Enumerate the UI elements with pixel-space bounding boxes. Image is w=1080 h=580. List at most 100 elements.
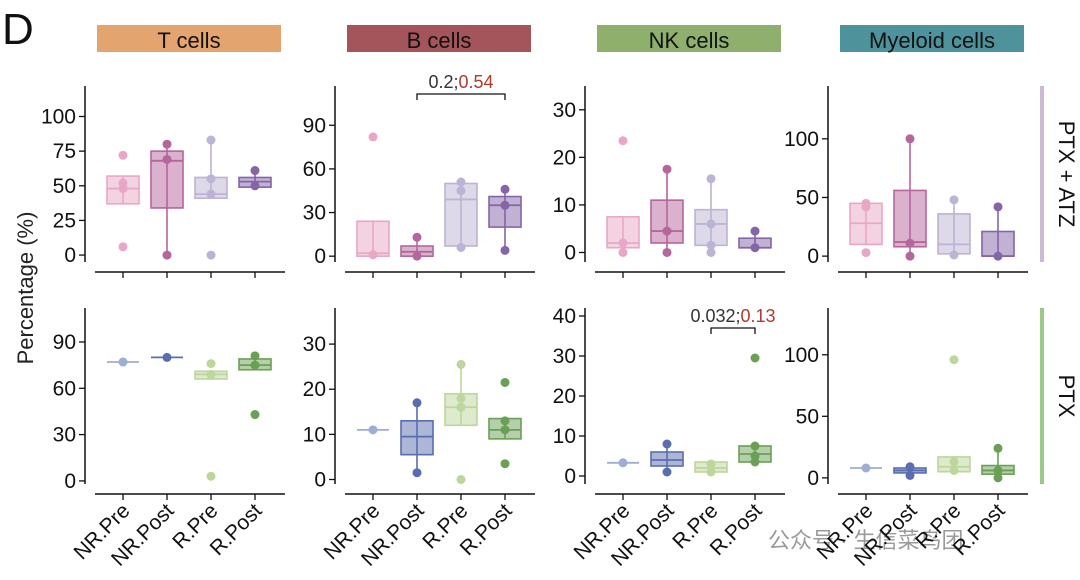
box-nr-post: [893, 462, 927, 480]
data-point: [905, 251, 915, 261]
data-point: [500, 459, 510, 469]
data-point: [662, 439, 672, 449]
column-strip-b-cells: [347, 25, 531, 52]
data-point: [456, 402, 466, 412]
box-r-post: [238, 166, 272, 191]
y-tick-label: 100: [41, 105, 76, 128]
data-point: [118, 184, 128, 194]
data-point: [949, 250, 959, 260]
data-point: [993, 465, 1003, 475]
data-point: [412, 398, 422, 408]
facet-ptx-nk-cells: 010203040NR.PreNR.PostR.PreR.Post0.032;0…: [553, 305, 785, 571]
data-point: [206, 174, 216, 184]
data-point: [206, 135, 216, 145]
box-nr-post: [650, 164, 684, 257]
box-iqr: [400, 420, 434, 456]
data-point: [118, 357, 128, 367]
data-point: [706, 174, 716, 184]
y-tick-label: 60: [303, 158, 326, 181]
facet-ptx-atz-nk-cells: 0 10 20 30: [553, 86, 785, 278]
y-tick-label: 0: [314, 245, 326, 268]
data-point: [456, 474, 466, 484]
data-point: [206, 359, 216, 369]
data-point: [456, 359, 466, 369]
column-strip-nk-cells: [597, 25, 781, 52]
data-point: [861, 202, 871, 212]
data-point: [500, 200, 510, 210]
y-tick-label: 50: [796, 186, 819, 209]
data-point: [706, 247, 716, 257]
box-iqr: [694, 208, 728, 247]
p-value-b: 0.13: [741, 306, 776, 326]
box-nr-pre: [107, 357, 139, 367]
column-strip-t-cells: [97, 25, 281, 52]
y-tick-label: 0: [807, 467, 819, 490]
data-point: [662, 164, 672, 174]
data-point: [500, 184, 510, 194]
box-r-post: [981, 443, 1015, 483]
column-title-b-cells: B cells: [407, 28, 472, 53]
y-tick-label: 0: [807, 245, 819, 268]
box-nr-post: [151, 352, 183, 362]
data-point: [706, 219, 716, 229]
data-point: [206, 189, 216, 199]
row-label-ptx: PTX: [1054, 375, 1079, 418]
data-point: [500, 416, 510, 426]
data-point: [662, 247, 672, 257]
data-point: [162, 154, 172, 164]
data-point: [905, 462, 915, 472]
box-iqr: [937, 213, 971, 255]
data-point: [250, 351, 260, 361]
p-value-a: 0.032;: [690, 306, 740, 326]
data-point: [949, 195, 959, 205]
box-r-pre: [194, 135, 228, 260]
data-point: [993, 443, 1003, 453]
column-strip-myeloid-cells: [840, 25, 1024, 52]
watermark-text: 公众号 · 生信菜鸟团: [768, 528, 964, 553]
data-point: [993, 251, 1003, 261]
box-nr-pre: [849, 198, 883, 258]
box-r-post: [488, 377, 522, 469]
box-r-pre: [937, 355, 971, 475]
data-point: [706, 240, 716, 250]
row-label-ptx-atz: PTX + ATZ: [1054, 121, 1079, 228]
box-r-pre: [694, 459, 728, 477]
data-point: [162, 352, 172, 362]
data-point: [750, 441, 760, 451]
p-value-a: 0.2;: [428, 72, 458, 92]
box-r-pre: [694, 174, 728, 257]
y-tick-label: 50: [796, 405, 819, 428]
row-strip-ptx-atz: [1040, 86, 1044, 262]
y-tick-label: 90: [303, 114, 326, 137]
significance-bracket: [710, 327, 756, 334]
y-tick-label: 60: [53, 377, 76, 400]
box-nr-post: [400, 398, 434, 478]
y-tick-label: 30: [303, 202, 326, 225]
y-tick-label: 0: [564, 241, 576, 264]
data-point: [206, 369, 216, 379]
row-strip-ptx: [1040, 308, 1044, 484]
data-point: [662, 226, 672, 236]
data-point: [500, 245, 510, 255]
box-nr-post: [893, 134, 927, 261]
data-point: [618, 247, 628, 257]
facet-ptx-atz-myeloid-cells: 0 50 100: [784, 86, 1028, 278]
p-value-label: 0.2;0.54: [428, 72, 493, 92]
box-r-pre: [444, 177, 478, 252]
box-nr-pre: [106, 150, 140, 252]
data-point: [412, 251, 422, 261]
data-point: [412, 468, 422, 478]
box-r-post: [738, 353, 772, 467]
y-tick-label: 0: [64, 244, 76, 267]
data-point: [368, 425, 378, 435]
y-tick-label: 0: [564, 465, 576, 488]
p-value-b: 0.54: [458, 72, 493, 92]
data-point: [162, 250, 172, 260]
data-point: [750, 353, 760, 363]
box-r-pre: [444, 359, 478, 484]
box-r-post: [488, 184, 522, 255]
box-r-pre: [937, 195, 971, 260]
